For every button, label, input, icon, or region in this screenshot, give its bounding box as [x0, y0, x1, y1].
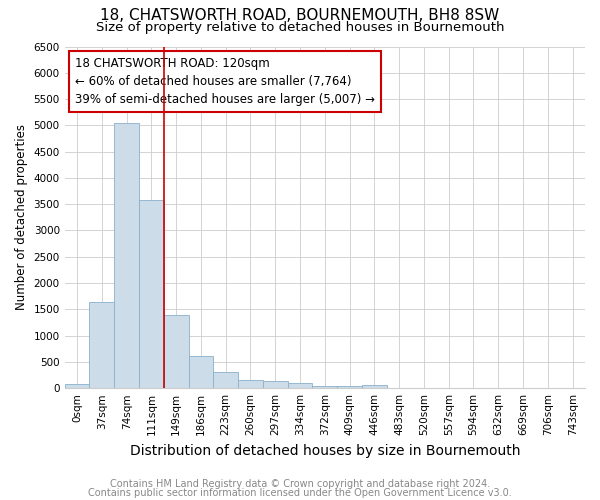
Bar — [65, 384, 89, 388]
Bar — [188, 356, 214, 388]
Bar — [337, 386, 362, 388]
Bar — [214, 372, 238, 388]
Bar — [139, 200, 164, 388]
Bar — [263, 381, 287, 388]
Bar — [238, 380, 263, 388]
Text: 18, CHATSWORTH ROAD, BOURNEMOUTH, BH8 8SW: 18, CHATSWORTH ROAD, BOURNEMOUTH, BH8 8S… — [100, 8, 500, 22]
X-axis label: Distribution of detached houses by size in Bournemouth: Distribution of detached houses by size … — [130, 444, 520, 458]
Bar — [313, 386, 337, 388]
Bar — [89, 302, 114, 388]
Text: Contains HM Land Registry data © Crown copyright and database right 2024.: Contains HM Land Registry data © Crown c… — [110, 479, 490, 489]
Text: Contains public sector information licensed under the Open Government Licence v3: Contains public sector information licen… — [88, 488, 512, 498]
Text: Size of property relative to detached houses in Bournemouth: Size of property relative to detached ho… — [96, 21, 504, 34]
Y-axis label: Number of detached properties: Number of detached properties — [15, 124, 28, 310]
Bar — [362, 385, 387, 388]
Bar — [287, 384, 313, 388]
Bar — [114, 122, 139, 388]
Bar — [164, 314, 188, 388]
Text: 18 CHATSWORTH ROAD: 120sqm
← 60% of detached houses are smaller (7,764)
39% of s: 18 CHATSWORTH ROAD: 120sqm ← 60% of deta… — [75, 57, 375, 106]
